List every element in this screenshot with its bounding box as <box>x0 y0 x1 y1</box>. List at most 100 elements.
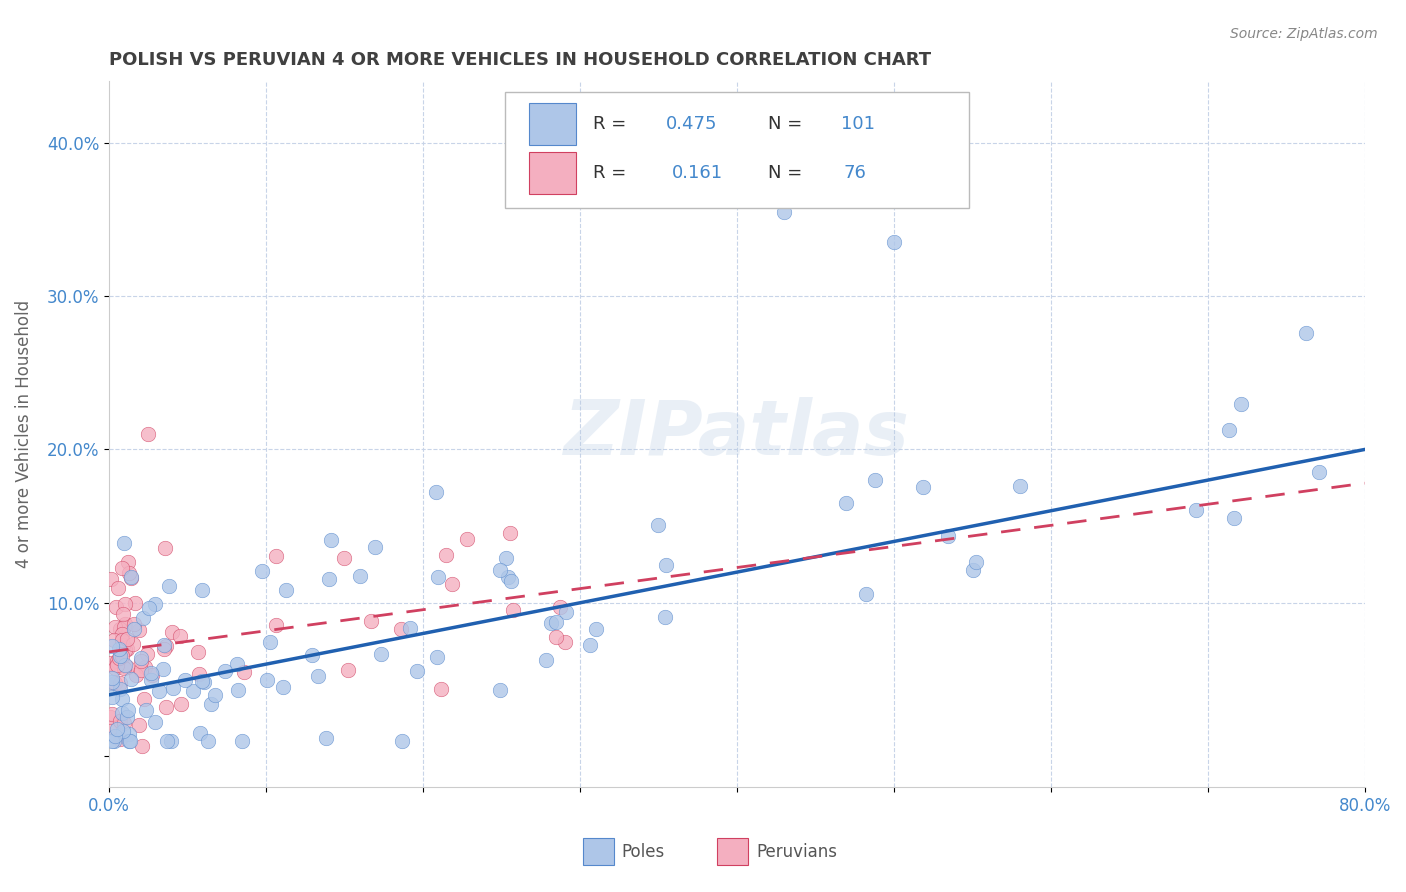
Point <box>118 727 141 741</box>
Point <box>101 639 124 653</box>
Point <box>250 564 273 578</box>
Point <box>128 718 150 732</box>
Point <box>318 572 340 586</box>
Point <box>124 617 146 632</box>
Point <box>193 675 215 690</box>
Point <box>104 661 127 675</box>
Point <box>98 710 121 724</box>
Point <box>108 648 131 663</box>
Point <box>273 680 295 694</box>
Text: POLISH VS PERUVIAN 4 OR MORE VEHICLES IN HOUSEHOLD CORRELATION CHART: POLISH VS PERUVIAN 4 OR MORE VEHICLES IN… <box>110 51 931 69</box>
Point <box>436 548 458 562</box>
Point <box>654 610 676 624</box>
Point <box>100 656 122 670</box>
Point <box>315 731 337 746</box>
Point <box>135 703 157 717</box>
Y-axis label: 4 or more Vehicles in Household: 4 or more Vehicles in Household <box>15 300 32 568</box>
Point <box>129 663 152 677</box>
Point <box>117 734 139 748</box>
Point <box>141 673 163 687</box>
Point <box>141 667 163 681</box>
Point <box>391 734 413 748</box>
Point <box>110 681 132 696</box>
Point <box>111 691 134 706</box>
Point <box>112 716 135 731</box>
Point <box>131 739 153 753</box>
Point <box>773 204 796 219</box>
Text: 0.475: 0.475 <box>665 115 717 133</box>
Point <box>256 673 278 687</box>
Point <box>1222 510 1244 524</box>
Point <box>181 684 204 698</box>
Point <box>105 600 128 615</box>
Point <box>115 632 138 646</box>
Point <box>214 665 236 679</box>
Point <box>120 734 142 748</box>
Point <box>112 723 135 738</box>
Point <box>101 706 124 721</box>
Point <box>101 734 124 748</box>
Point <box>114 597 136 611</box>
Point <box>101 690 124 705</box>
Text: 76: 76 <box>844 164 866 182</box>
Text: R =: R = <box>592 115 631 133</box>
Point <box>118 566 141 581</box>
Point <box>152 638 174 652</box>
Point <box>138 600 160 615</box>
Point <box>111 648 134 663</box>
Point <box>555 605 578 619</box>
Point <box>132 692 155 706</box>
Point <box>264 617 287 632</box>
Point <box>143 597 166 611</box>
Point <box>122 622 145 636</box>
Point <box>544 630 567 644</box>
Point <box>111 561 134 575</box>
Text: Source: ZipAtlas.com: Source: ZipAtlas.com <box>1230 27 1378 41</box>
Point <box>370 647 392 661</box>
Point <box>120 569 142 583</box>
Point <box>111 632 134 647</box>
Point <box>124 596 146 610</box>
Point <box>200 697 222 711</box>
Point <box>389 622 412 636</box>
Point <box>502 603 524 617</box>
Point <box>108 732 131 747</box>
Point <box>108 642 131 657</box>
FancyBboxPatch shape <box>529 103 576 145</box>
Point <box>131 610 153 624</box>
Point <box>426 650 449 665</box>
Point <box>488 682 510 697</box>
Point <box>540 616 562 631</box>
Point <box>111 641 134 656</box>
Point <box>112 536 135 550</box>
Point <box>965 555 987 569</box>
Point <box>153 541 176 555</box>
Point <box>114 657 136 672</box>
Point <box>499 526 522 541</box>
Point <box>501 574 523 589</box>
Point <box>546 615 568 630</box>
Point <box>103 632 125 647</box>
Point <box>121 637 143 651</box>
Point <box>107 581 129 595</box>
Text: Poles: Poles <box>621 843 665 861</box>
Point <box>160 734 183 748</box>
Point <box>104 620 127 634</box>
Point <box>134 660 156 674</box>
Point <box>105 722 128 736</box>
Point <box>108 714 131 729</box>
Point <box>301 648 323 662</box>
Point <box>101 675 124 690</box>
Point <box>655 558 678 572</box>
Point <box>962 563 984 577</box>
Point <box>129 654 152 668</box>
Point <box>153 641 176 656</box>
Point <box>152 662 174 676</box>
Point <box>128 624 150 638</box>
Point <box>1308 465 1330 479</box>
Point <box>578 638 600 652</box>
Point <box>148 684 170 698</box>
Point <box>190 582 212 597</box>
Point <box>108 651 131 665</box>
Point <box>105 654 128 668</box>
